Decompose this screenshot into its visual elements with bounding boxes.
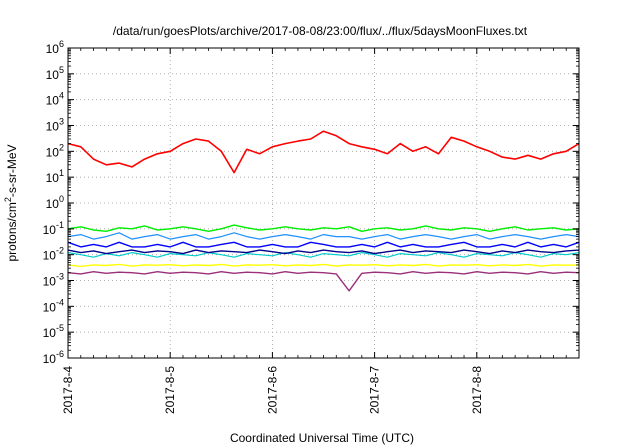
y-axis-label: protons/cm2-s-sr-MeV <box>3 144 19 261</box>
y-axis: 10-6 10-5 10-4 10-3 10-2 10-1 100 101 102 103 104 1… <box>43 39 579 366</box>
y-axis-label-superscript: 2 <box>3 197 13 202</box>
y-tick-label: 10-4 <box>43 297 64 314</box>
series-line-6 <box>67 249 580 255</box>
series-line-5 <box>67 252 580 258</box>
y-tick-label: 10-2 <box>43 246 64 263</box>
series-line-3 <box>67 232 580 240</box>
y-tick-label: 101 <box>46 168 64 185</box>
y-tick-label: 104 <box>46 91 64 108</box>
x-axis: 2017-8-4 2017-8-5 2017-8-6 2017-8-7 2017-8-8 <box>61 48 567 414</box>
y-tick-label: 10-3 <box>43 272 64 289</box>
y-tick-label: 105 <box>46 65 64 82</box>
y-tick-label: 10-5 <box>43 323 64 340</box>
series-layer <box>67 130 580 292</box>
series-line-4 <box>67 241 580 248</box>
y-axis-label-prefix: protons/cm <box>5 202 19 261</box>
chart-title: /data/run/goesPlots/archive/2017-08-08/2… <box>113 24 528 38</box>
y-tick-label: 102 <box>46 142 64 159</box>
series-line-8 <box>67 271 580 292</box>
series-line-1 <box>67 130 580 174</box>
y-tick-label: 10-6 <box>43 349 64 366</box>
x-tick-label: 2017-8-5 <box>163 366 177 414</box>
x-axis-label: Coordinated Universal Time (UTC) <box>230 431 414 445</box>
x-tick-label: 2017-8-8 <box>470 366 484 414</box>
x-tick-label: 2017-8-7 <box>368 366 382 414</box>
y-tick-label: 10-1 <box>43 220 64 237</box>
series-line-2 <box>67 224 580 233</box>
x-tick-label: 2017-8-6 <box>265 366 279 414</box>
y-axis-label-suffix: -s-sr-MeV <box>5 144 19 197</box>
x-tick-label: 2017-8-4 <box>61 366 75 414</box>
y-tick-label: 103 <box>46 117 64 134</box>
series-line-7 <box>67 263 580 268</box>
grid-lines <box>68 48 579 358</box>
y-tick-label: 106 <box>46 39 64 56</box>
y-tick-label: 100 <box>46 194 64 211</box>
